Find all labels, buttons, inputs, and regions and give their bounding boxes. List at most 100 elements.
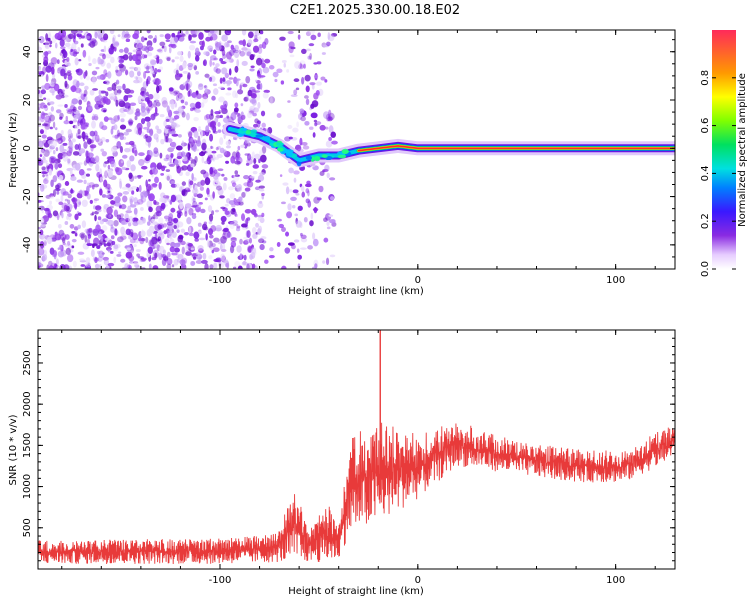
noise-speck xyxy=(230,155,236,164)
noise-speck xyxy=(216,145,221,150)
noise-speck xyxy=(116,92,121,96)
noise-speck xyxy=(213,237,220,243)
noise-speck xyxy=(165,39,171,42)
noise-speck xyxy=(147,141,151,148)
noise-speck xyxy=(133,79,140,84)
noise-speck xyxy=(187,72,191,80)
noise-speck xyxy=(294,213,298,217)
noise-speck xyxy=(241,60,248,66)
noise-speck xyxy=(236,245,242,253)
noise-speck xyxy=(218,96,225,103)
ridge-blob xyxy=(337,154,347,159)
noise-speck xyxy=(52,189,56,197)
noise-speck xyxy=(168,117,175,124)
noise-speck xyxy=(293,239,300,243)
noise-speck xyxy=(193,231,200,239)
snr-panel: -100 0 100 500 1000 1500 2000 2500 Height of st… xyxy=(8,329,676,597)
noise-speck xyxy=(205,113,211,120)
noise-speck xyxy=(151,236,158,245)
noise-speck xyxy=(252,170,258,175)
noise-speck xyxy=(104,170,109,179)
noise-speck xyxy=(206,239,210,248)
noise-speck xyxy=(310,112,318,119)
noise-speck xyxy=(64,180,70,187)
noise-speck xyxy=(285,186,290,195)
noise-speck xyxy=(195,206,199,210)
noise-speck xyxy=(53,253,57,260)
noise-speck xyxy=(83,93,87,97)
noise-speck xyxy=(182,156,188,162)
noise-speck xyxy=(281,226,286,233)
noise-speck xyxy=(146,46,154,52)
noise-speck xyxy=(103,109,107,113)
noise-speck xyxy=(157,229,163,236)
noise-speck xyxy=(91,116,95,121)
noise-speck xyxy=(116,214,122,220)
noise-speck xyxy=(119,145,123,154)
noise-speck xyxy=(261,122,266,128)
noise-speck xyxy=(78,143,81,151)
noise-speck xyxy=(44,173,49,177)
noise-speck xyxy=(250,250,257,256)
noise-speck xyxy=(258,75,266,78)
noise-speck xyxy=(40,223,46,227)
noise-speck xyxy=(194,109,201,113)
noise-speck xyxy=(73,114,79,120)
noise-speck xyxy=(158,66,164,71)
noise-speck xyxy=(110,160,115,168)
noise-speck xyxy=(50,237,57,242)
noise-speck xyxy=(329,177,336,181)
noise-speck xyxy=(230,237,237,240)
noise-speck xyxy=(170,141,177,149)
noise-speck xyxy=(281,265,287,269)
ridge-blob xyxy=(237,133,244,137)
noise-speck xyxy=(176,151,184,159)
noise-speck xyxy=(94,31,98,39)
noise-speck xyxy=(145,66,152,70)
noise-speck xyxy=(210,145,213,150)
noise-speck xyxy=(154,99,160,103)
noise-speck xyxy=(84,228,90,234)
noise-speck xyxy=(165,124,172,130)
noise-speck xyxy=(328,125,334,134)
noise-speck xyxy=(169,238,175,247)
noise-speck xyxy=(187,243,193,247)
noise-speck xyxy=(71,238,77,243)
noise-speck xyxy=(91,120,96,129)
noise-speck xyxy=(329,219,336,224)
noise-speck xyxy=(167,147,174,153)
noise-speck xyxy=(194,55,200,62)
noise-speck xyxy=(158,252,163,260)
noise-speck xyxy=(183,231,190,236)
noise-speck xyxy=(153,100,157,108)
noise-speck xyxy=(232,47,236,53)
noise-speck xyxy=(218,109,222,115)
ridge-blob xyxy=(296,160,302,167)
noise-speck xyxy=(316,61,322,65)
noise-speck xyxy=(146,183,152,192)
noise-speck xyxy=(136,174,143,178)
noise-speck xyxy=(114,196,121,204)
noise-speck xyxy=(156,49,163,52)
noise-speck xyxy=(210,33,218,41)
noise-speck xyxy=(237,145,241,151)
noise-speck xyxy=(149,129,154,135)
noise-speck xyxy=(89,199,93,204)
colorbar-tick-label: 0.4 xyxy=(700,165,711,181)
noise-speck xyxy=(120,235,127,240)
noise-speck xyxy=(165,174,172,181)
noise-speck xyxy=(82,49,87,58)
ridge-blob xyxy=(277,147,284,152)
noise-speck xyxy=(68,147,73,154)
noise-speck xyxy=(129,89,135,94)
noise-speck xyxy=(78,169,85,176)
noise-speck xyxy=(110,200,116,205)
noise-speck xyxy=(117,236,124,243)
noise-speck xyxy=(116,57,121,61)
noise-speck xyxy=(177,51,183,56)
noise-speck xyxy=(113,209,119,218)
noise-speck xyxy=(87,103,93,112)
noise-speck xyxy=(192,139,198,144)
noise-speck xyxy=(121,186,129,190)
noise-speck xyxy=(188,131,193,138)
